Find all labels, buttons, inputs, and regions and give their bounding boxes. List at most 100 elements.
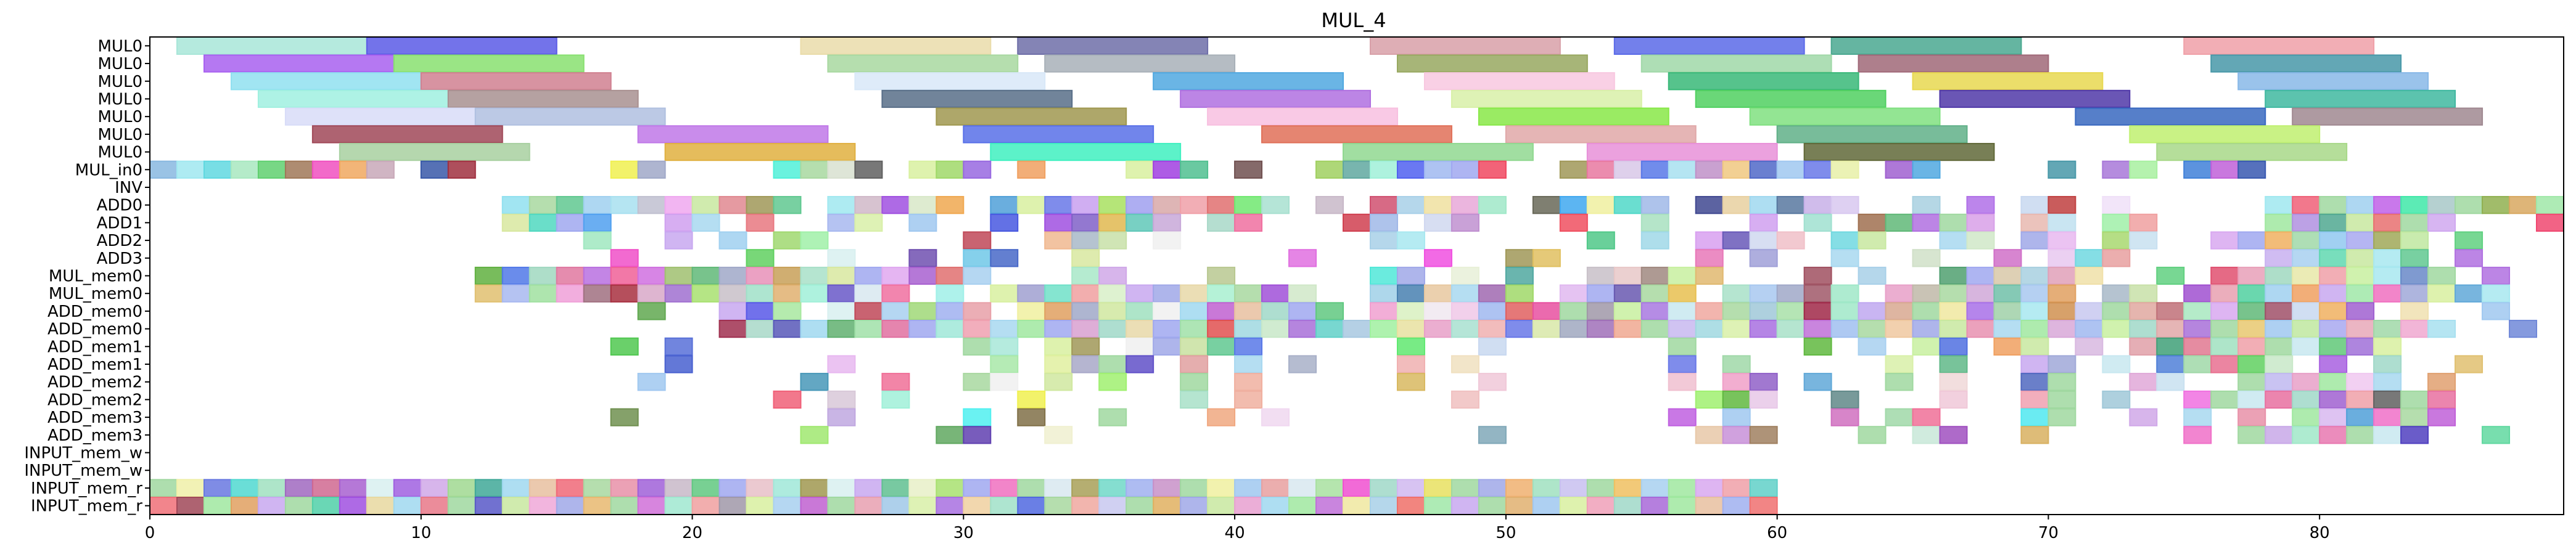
gantt-bar (1153, 303, 1180, 319)
gantt-bar (1343, 320, 1370, 337)
gantt-bar (1045, 338, 1072, 355)
gantt-bar (1153, 285, 1180, 302)
gantt-bar (963, 426, 990, 443)
gantt-bar (747, 267, 774, 284)
gantt-bar (340, 144, 530, 160)
gantt-bar (2184, 161, 2211, 178)
gantt-bar (1235, 391, 1262, 408)
gantt-bar (828, 197, 855, 213)
gantt-bar (963, 479, 990, 496)
gantt-bar (2048, 320, 2075, 337)
gantt-bar (2455, 285, 2482, 302)
gantt-bar (1832, 320, 1859, 337)
gantt-bar (638, 303, 665, 319)
gantt-bar (2347, 409, 2374, 425)
gantt-bar (150, 479, 177, 496)
gantt-bar (2157, 338, 2184, 355)
gantt-bar (1235, 161, 1262, 178)
x-tick-label: 0 (145, 524, 155, 542)
gantt-bar (1208, 303, 1235, 319)
gantt-bar (1235, 356, 1262, 372)
gantt-bar (1208, 108, 1397, 125)
gantt-bar (2238, 320, 2265, 337)
gantt-bar (1777, 320, 1804, 337)
gantt-bar (2455, 232, 2482, 248)
gantt-bar (2265, 285, 2292, 302)
gantt-bar (1587, 497, 1615, 514)
gantt-bar (2347, 214, 2374, 231)
gantt-bar (2238, 391, 2265, 408)
gantt-bar (1235, 285, 1262, 302)
gantt-bar (2184, 320, 2211, 337)
gantt-bar (1832, 303, 1859, 319)
gantt-bar (1615, 267, 1642, 284)
gantt-bar (1452, 285, 1479, 302)
gantt-bar (800, 232, 828, 248)
gantt-bar (1479, 497, 1506, 514)
gantt-bar (665, 479, 693, 496)
gantt-bar (2347, 303, 2374, 319)
gantt-bar (1072, 479, 1099, 496)
gantt-bar (584, 285, 611, 302)
gantt-bar (1859, 232, 1886, 248)
gantt-bar (2401, 232, 2428, 248)
gantt-bar (2048, 285, 2075, 302)
gantt-bar (1452, 497, 1479, 514)
gantt-bar (1750, 285, 1777, 302)
gantt-bar (2130, 232, 2157, 248)
gantt-bar (2265, 391, 2292, 408)
gantt-bar (530, 267, 557, 284)
gantt-bar (1940, 91, 2130, 107)
y-tick-label: INPUT_mem_r (31, 479, 142, 498)
gantt-bar (2401, 214, 2428, 231)
gantt-bar (909, 320, 936, 337)
gantt-bar (1397, 320, 1425, 337)
gantt-bar (557, 479, 584, 496)
gantt-bar (2102, 232, 2130, 248)
gantt-bar (747, 479, 774, 496)
gantt-bar (1452, 197, 1479, 213)
gantt-bar (2374, 391, 2401, 408)
gantt-bar (773, 303, 800, 319)
y-tick-label: MUL0 (98, 144, 143, 162)
gantt-bar (909, 161, 936, 178)
gantt-bar (231, 161, 258, 178)
gantt-bar (1126, 285, 1153, 302)
gantt-bar (421, 161, 448, 178)
gantt-bar (882, 267, 909, 284)
gantt-bar (800, 161, 828, 178)
gantt-bar (638, 267, 665, 284)
gantt-bar (720, 497, 747, 514)
gantt-bar (2184, 38, 2374, 54)
gantt-bar (1832, 161, 1859, 178)
gantt-bar (1180, 303, 1208, 319)
gantt-bar (2401, 197, 2428, 213)
gantt-bar (1533, 197, 1560, 213)
gantt-bar (1750, 373, 1777, 390)
gantt-bar (1587, 161, 1615, 178)
gantt-bar (1425, 250, 1452, 266)
x-axis: 0 10 20 30 40 50 60 70 80 (145, 515, 2330, 542)
gantt-bar (204, 161, 231, 178)
gantt-bar (177, 479, 204, 496)
gantt-bar (2211, 320, 2238, 337)
gantt-bar (1099, 320, 1126, 337)
gantt-bar (1208, 267, 1235, 284)
gantt-bar (638, 161, 665, 178)
gantt-bar (1370, 497, 1397, 514)
gantt-bar (2021, 232, 2048, 248)
gantt-bar (557, 214, 584, 231)
gantt-bar (773, 285, 800, 302)
gantt-bar (503, 497, 530, 514)
gantt-bar (990, 338, 1018, 355)
gantt-bar (882, 285, 909, 302)
gantt-bar (611, 479, 638, 496)
gantt-bar (421, 73, 611, 89)
gantt-bar (1913, 161, 1940, 178)
gantt-bar (1506, 303, 1533, 319)
gantt-bar (1425, 320, 1452, 337)
gantt-bar (1886, 356, 1913, 372)
gantt-bar (1777, 161, 1804, 178)
x-tick-label: 50 (1496, 524, 1516, 542)
y-tick-label: INV (115, 179, 142, 197)
